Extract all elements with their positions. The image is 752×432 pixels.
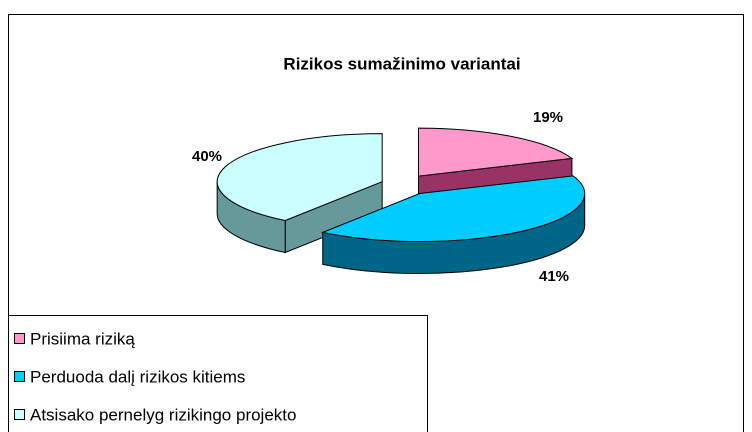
legend-label: Prisiima riziką — [30, 329, 135, 348]
legend-box — [8, 315, 428, 432]
slice — [417, 127, 574, 177]
data-label: 19% — [533, 109, 563, 126]
legend-label: Atsisako pernelyg rizikingo projekto — [30, 405, 296, 424]
data-label: 41% — [539, 268, 569, 285]
legend-label: Perduoda dalį rizikos kitiems — [30, 367, 245, 386]
slice — [216, 133, 383, 222]
legend-swatch — [14, 409, 25, 420]
chart-title: Rizikos sumažinimo variantai — [283, 54, 520, 73]
legend-swatch — [14, 333, 25, 344]
legend-swatch — [14, 371, 25, 382]
slice — [321, 175, 586, 243]
data-label: 40% — [192, 148, 222, 165]
